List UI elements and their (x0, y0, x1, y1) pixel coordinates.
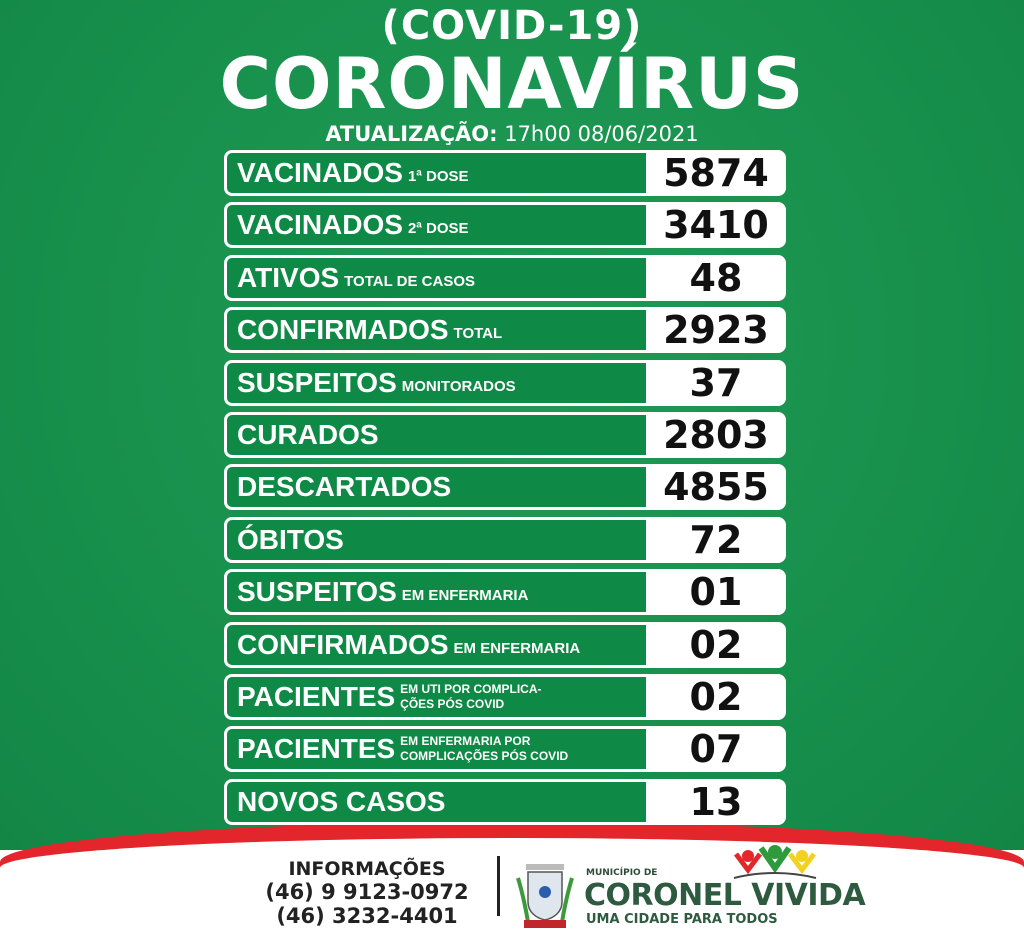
header-title: CORONAVÍRUS (219, 43, 805, 125)
white-footer-band (0, 838, 1024, 941)
stat-value: 01 (646, 569, 786, 616)
stat-label: CURADOS (237, 419, 379, 450)
stat-row: DESCARTADOS 4855 (224, 464, 786, 511)
stat-label: ÓBITOS (237, 523, 344, 555)
stat-row: PACIENTES EM ENFERMARIA POR COMPLICAÇÕES P… (224, 726, 786, 773)
update-label: ATUALIZAÇÃO: (325, 122, 498, 146)
stat-row: ATIVOS TOTAL DE CASOS 48 (224, 254, 786, 301)
stat-label: VACINADOS (237, 209, 403, 241)
stat-label-box: NOVOS CASOS (224, 778, 646, 825)
city-name: CORONEL VIVIDA (584, 878, 866, 913)
stat-row: PACIENTES EM UTI POR COMPLICA- ÇÕES PÓS CO… (224, 674, 786, 720)
people-logo-icon (733, 845, 817, 879)
stat-label-box: VACINADOS 2ª DOSE (224, 202, 646, 249)
stat-label-box: ÓBITOS (224, 516, 646, 563)
stat-label: SUSPEITOS (237, 366, 397, 398)
stat-label-box: CONFIRMADOS EM ENFERMARIA (224, 621, 646, 668)
sublabel-line-2: COMPLICAÇÕES PÓS COVID (400, 749, 569, 764)
stat-row: CONFIRMADOS TOTAL 2923 (224, 307, 786, 354)
stat-label: VACINADOS (237, 157, 403, 188)
stat-row: ÓBITOS 72 (224, 516, 786, 563)
stat-value: 2803 (646, 412, 786, 458)
update-line: ATUALIZAÇÃO: 17h00 08/06/2021 (0, 122, 1024, 146)
phone-1: (46) 9 9123-0972 (265, 880, 469, 904)
stat-label: CONFIRMADOS (237, 628, 449, 660)
stat-label-box: PACIENTES EM ENFERMARIA POR COMPLICAÇÕES P… (224, 726, 646, 773)
stat-value: 48 (646, 254, 786, 301)
stat-label-box: CURADOS (224, 412, 646, 458)
update-value: 17h00 08/06/2021 (504, 122, 699, 146)
stat-value: 4855 (646, 464, 786, 511)
sublabel-line-1: EM UTI POR COMPLICA- (400, 682, 542, 696)
stat-row: CURADOS 2803 (224, 412, 786, 458)
stat-value: 72 (646, 516, 786, 563)
stat-label: PACIENTES (237, 733, 396, 765)
stat-label: CONFIRMADOS (237, 314, 449, 346)
municipal-crest-icon (516, 864, 574, 928)
stat-row: NOVOS CASOS 13 (224, 778, 786, 825)
stat-label: NOVOS CASOS (237, 785, 446, 817)
stat-label: DESCARTADOS (237, 471, 452, 503)
sublabel-line-1: EM ENFERMARIA POR (400, 734, 531, 749)
stat-row: VACINADOS 2ª DOSE 3410 (224, 202, 786, 249)
city-slogan: UMA CIDADE PARA TODOS (586, 912, 778, 927)
stat-row: VACINADOS 1ª DOSE 5874 (224, 150, 786, 196)
stat-value: 07 (646, 726, 786, 773)
stat-value: 3410 (646, 202, 786, 249)
stat-sublabel: EM ENFERMARIA (453, 639, 581, 657)
stat-sublabel: 2ª DOSE (407, 220, 469, 238)
stat-value: 2923 (646, 307, 786, 354)
stat-label: ATIVOS (237, 261, 340, 293)
stat-sublabel: EM ENFERMARIA POR COMPLICAÇÕES PÓS COVID (400, 734, 568, 764)
stat-value: 02 (646, 674, 786, 720)
phone-2: (46) 3232-4401 (276, 904, 458, 928)
stat-label-box: DESCARTADOS (224, 464, 646, 511)
stat-label-box: VACINADOS 1ª DOSE (224, 150, 646, 196)
stat-value: 5874 (646, 150, 786, 196)
stat-sublabel: TOTAL DE CASOS (344, 272, 476, 290)
stat-row: SUSPEITOS MONITORADOS 37 (224, 359, 786, 406)
stat-sublabel: 1ª DOSE (407, 168, 469, 185)
contact-info: INFORMAÇÕES (46) 9 9123-0972 (46) 3232-4… (262, 858, 472, 928)
stat-row: SUSPEITOS EM ENFERMARIA 01 (224, 569, 786, 616)
header-subtitle: (COVID-19) (381, 3, 643, 49)
stat-sublabel: MONITORADOS (401, 377, 516, 395)
info-title: INFORMAÇÕES (288, 858, 446, 880)
stat-label-box: SUSPEITOS MONITORADOS (224, 359, 646, 406)
stat-label-box: SUSPEITOS EM ENFERMARIA (224, 569, 646, 616)
stat-label: SUSPEITOS (237, 576, 397, 608)
stat-label-box: ATIVOS TOTAL DE CASOS (224, 254, 646, 301)
stat-value: 02 (646, 621, 786, 668)
stat-label-box: CONFIRMADOS TOTAL (224, 307, 646, 354)
stat-label-box: PACIENTES EM UTI POR COMPLICA- ÇÕES PÓS CO… (224, 674, 646, 720)
stat-row: CONFIRMADOS EM ENFERMARIA 02 (224, 621, 786, 668)
stat-sublabel: TOTAL (453, 325, 503, 343)
stat-label: PACIENTES (237, 681, 396, 712)
stat-sublabel: EM ENFERMARIA (401, 587, 529, 605)
divider (497, 856, 500, 916)
stat-value: 13 (646, 778, 786, 825)
sublabel-line-2: ÇÕES PÓS COVID (400, 697, 505, 711)
stat-sublabel: EM UTI POR COMPLICA- ÇÕES PÓS COVID (400, 682, 541, 712)
municipio-label: MUNICÍPIO DE (586, 868, 658, 878)
stat-value: 37 (646, 359, 786, 406)
